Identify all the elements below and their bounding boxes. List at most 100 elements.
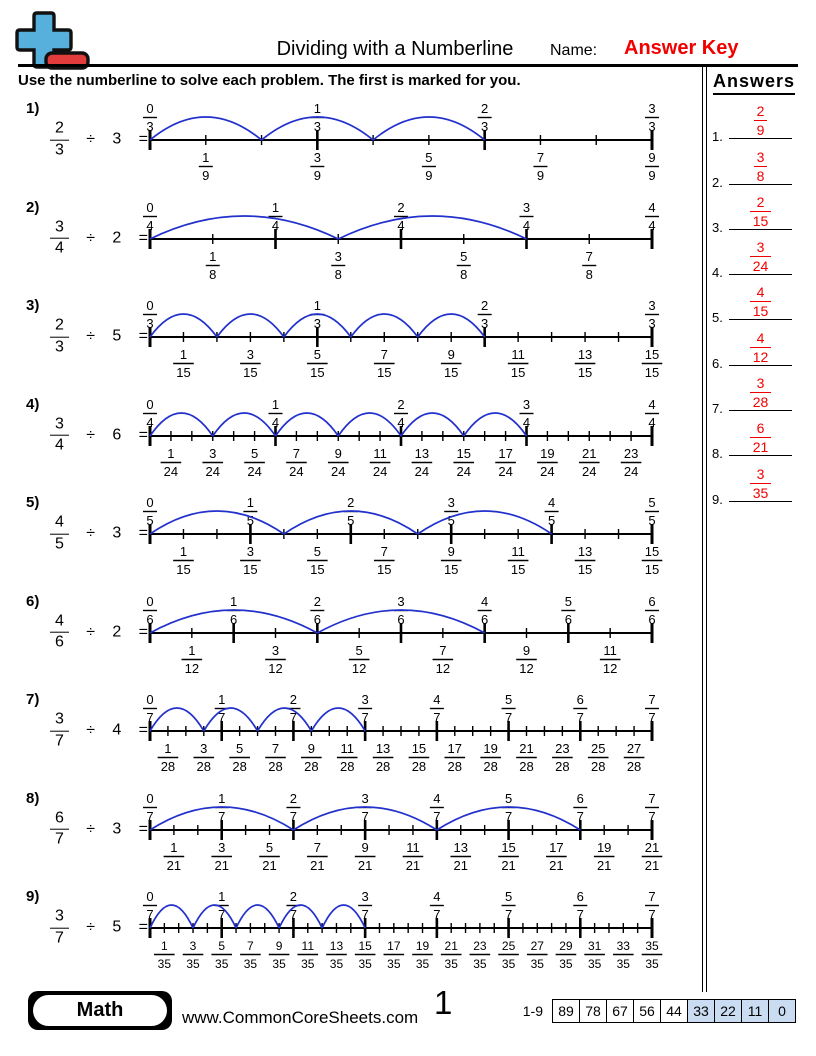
bottom-label: 915 [440,544,462,577]
fraction-numerator: 9 [276,939,283,953]
fraction-numerator: 5 [251,446,258,461]
fraction-numerator: 7 [381,544,388,559]
fraction-denominator: 3 [146,119,153,134]
score-cell: 89 [552,999,580,1023]
top-label: 47 [429,692,444,725]
bottom-label: 924 [327,446,349,479]
bottom-label: 38 [331,249,346,282]
bottom-label: 124 [160,446,182,479]
bottom-label: 19 [198,150,213,183]
answer-item: 5. 4 15 [703,283,797,328]
problem-row: 7) 3 7 ÷ 4 = 0 7 1 7 2 7 3 7 4 7 5 7 6 7 7 7 1 28 3 28 5 28 7 28 9 28 11… [18,691,702,790]
fraction-numerator: 19 [483,741,497,756]
fraction-numerator: 5 [460,249,467,264]
bottom-label: 112 [181,643,203,676]
fraction-denominator: 28 [412,759,426,774]
header-rule [18,64,798,67]
fraction-denominator: 7 [362,907,369,922]
fraction-denominator: 28 [161,759,175,774]
problem-number: 1) [26,100,40,117]
answer-blank-line [729,274,792,276]
fraction-denominator: 12 [519,661,533,676]
problem-row: 9) 3 7 ÷ 5 = 0 7 1 7 2 7 3 7 4 7 5 7 6 7 7 7 1 35 3 35 5 35 7 35 9 35 11… [18,888,702,987]
divisor: 2 [112,623,122,641]
fraction-denominator: 6 [314,612,321,627]
fraction-denominator: 15 [444,365,458,380]
divide-symbol: ÷ [86,328,96,345]
fraction-denominator: 7 [218,809,225,824]
answer-denominator: 12 [749,346,772,364]
equals-symbol: = [138,623,148,641]
fraction-numerator: 1 [170,840,177,855]
hop-arc [203,707,259,732]
score-cell: 78 [580,999,607,1023]
fraction-denominator: 7 [218,907,225,922]
answer-denominator: 21 [749,437,772,454]
fraction-numerator: 0 [146,495,153,510]
fraction-denominator: 15 [310,365,324,380]
fraction-numerator: 2 [481,298,488,313]
fraction-numerator: 13 [376,741,390,756]
fraction-denominator: 4 [146,415,153,430]
fraction-numerator: 33 [617,939,631,953]
hop-arc [149,904,194,929]
fraction-numerator: 3 [190,939,197,953]
fraction-numerator: 3 [272,643,279,658]
answer-numerator: 3 [756,465,765,482]
fraction-denominator: 35 [531,957,545,971]
fraction-numerator: 4 [648,397,655,412]
bottom-label: 715 [373,347,395,380]
fraction-numerator: 3 [314,150,321,165]
fraction-denominator: 24 [289,464,303,479]
fraction-numerator: 6 [577,692,584,707]
divide-symbol: ÷ [86,820,96,838]
fraction-numerator: 13 [578,347,592,362]
page-number: 1 [434,984,453,1021]
answer-index: 3. [712,219,723,235]
answer-fraction: 6 21 [729,421,792,454]
hop-arc [463,411,528,436]
fraction-numerator: 1 [218,791,225,806]
fraction-numerator: 9 [523,643,530,658]
fraction-denominator: 6 [397,612,404,627]
fraction-denominator: 35 [445,957,459,971]
hop-arc [400,411,465,436]
top-label: 07 [143,791,157,824]
fraction-denominator: 28 [197,759,211,774]
fraction-numerator: 9 [335,446,342,461]
fraction-numerator: 2 [347,495,354,510]
problem-number: 9) [26,888,40,905]
problem-row: 1) 2 3 ÷ 3 = 0 3 1 3 2 3 3 3 1 9 3 9 5 9 7 9 9 9 [18,100,702,199]
fraction-denominator: 28 [340,759,354,774]
problem-expression: 3 4 ÷ 6 = [50,415,148,455]
divisor: 3 [112,131,122,148]
fraction-numerator: 4 [433,889,440,904]
problem-number: 2) [26,198,40,216]
problem-row: 5) 4 5 ÷ 3 = 0 5 1 5 2 5 3 5 4 5 5 5 1 15 3 15 5 15 7 15 9 15 11 15 13… [18,494,702,593]
fraction-denominator: 35 [272,957,286,971]
fraction-denominator: 4 [146,218,153,233]
fraction-numerator: 1 [161,939,168,953]
divisor: 4 [112,722,122,739]
problem-number: 7) [26,691,40,708]
fraction-numerator: 21 [645,840,659,855]
fraction-numerator: 0 [146,298,153,313]
answer-index: 6. [712,355,723,371]
fraction-numerator: 3 [247,544,254,559]
divide-symbol: ÷ [86,623,96,641]
division-arcs [149,510,553,535]
dividend-numerator: 2 [55,119,64,137]
answer-blank-line [729,183,792,185]
fraction-denominator: 15 [645,562,659,577]
fraction-numerator: 3 [218,840,225,855]
